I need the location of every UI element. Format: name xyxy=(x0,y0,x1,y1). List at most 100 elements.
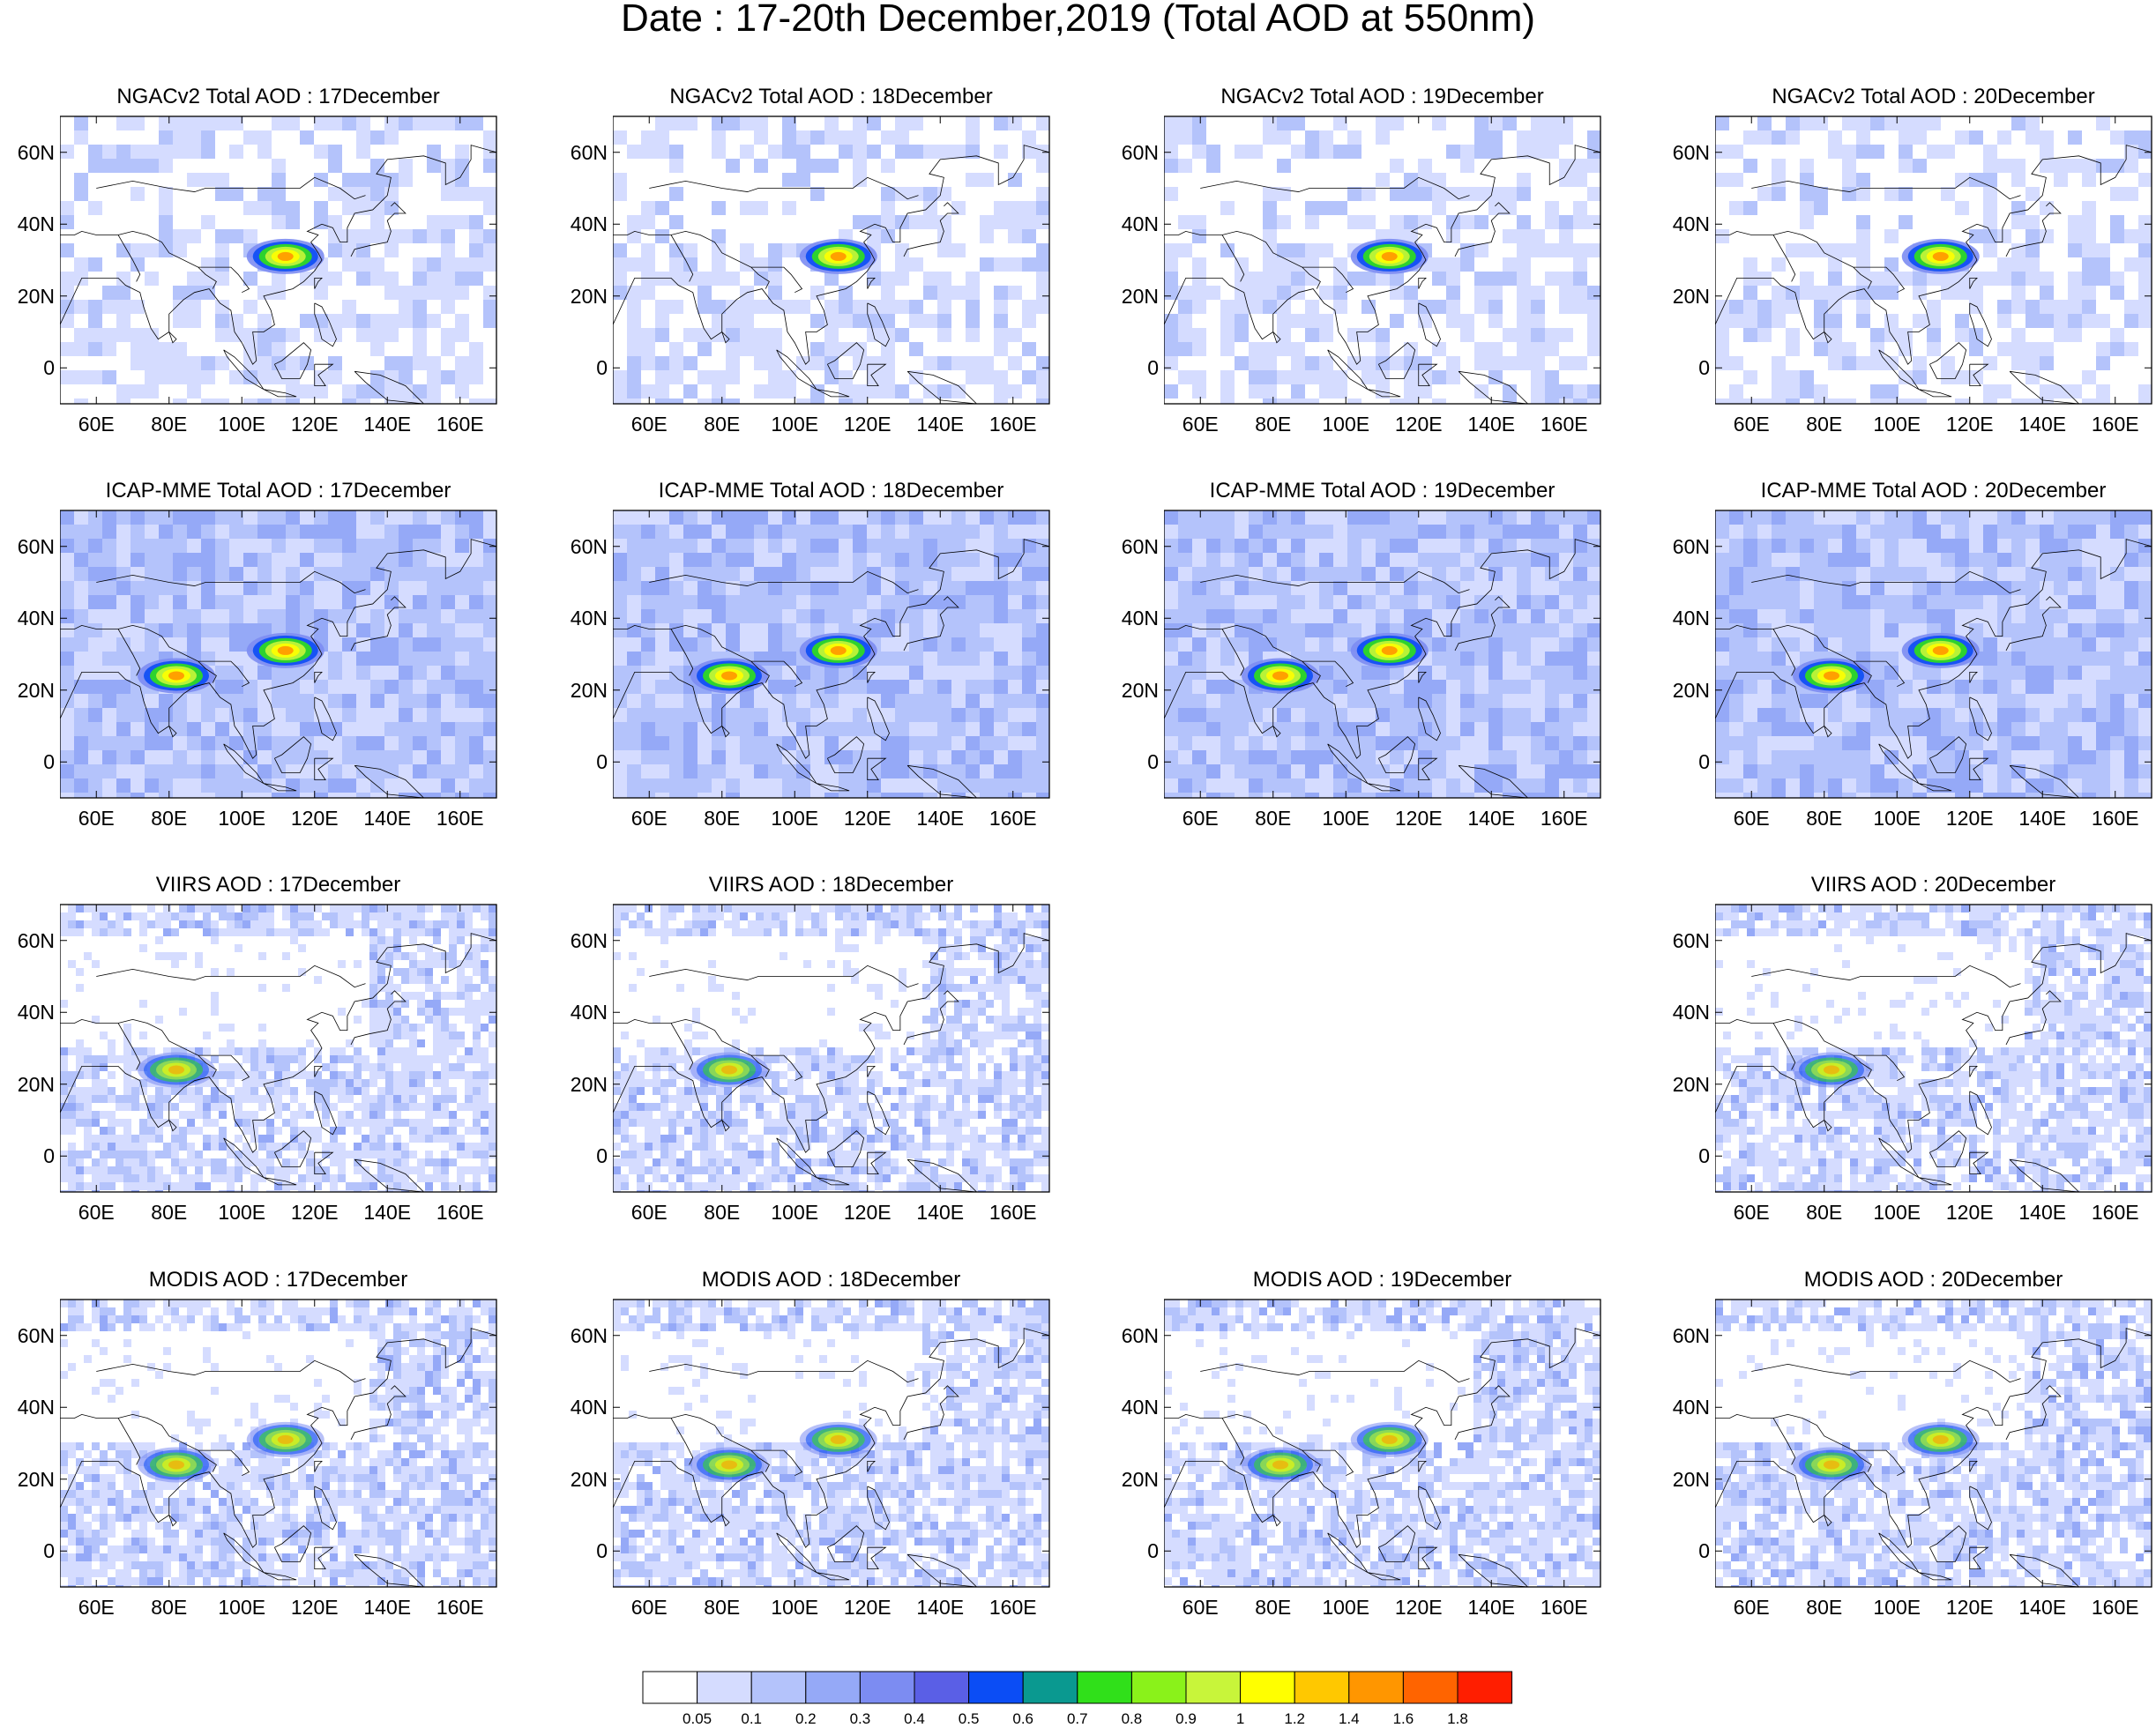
lon-tick-label: 160E xyxy=(1529,413,1600,436)
aod-map xyxy=(613,78,1063,413)
aod-map xyxy=(60,866,510,1201)
lon-tick-label: 100E xyxy=(759,807,830,830)
colorbar-label: 0.8 xyxy=(1109,1710,1153,1728)
lon-tick-label: 80E xyxy=(1238,807,1309,830)
lon-tick-label: 100E xyxy=(759,1201,830,1225)
lon-tick-label: 100E xyxy=(1861,413,1932,436)
colorbar-label: 1.4 xyxy=(1327,1710,1371,1728)
lon-tick-label: 60E xyxy=(61,1596,131,1620)
lat-tick-label: 20N xyxy=(565,285,608,309)
lon-tick-label: 160E xyxy=(2080,1596,2151,1620)
lat-tick-label: 40N xyxy=(12,1001,55,1024)
colorbar-label: 0.1 xyxy=(729,1710,773,1728)
lon-tick-label: 60E xyxy=(61,807,131,830)
aod-map xyxy=(1715,866,2156,1201)
lon-tick-label: 160E xyxy=(425,1596,496,1620)
lon-tick-label: 120E xyxy=(1384,807,1454,830)
lon-tick-label: 160E xyxy=(978,1596,1048,1620)
colorbar-swatch xyxy=(860,1672,914,1703)
lon-tick-label: 120E xyxy=(280,413,350,436)
aod-hotspots xyxy=(138,1052,215,1087)
lon-tick-label: 140E xyxy=(905,1596,975,1620)
colorbar-swatch xyxy=(698,1672,752,1703)
lat-tick-label: 60N xyxy=(12,535,55,559)
lon-tick-label: 140E xyxy=(352,807,422,830)
aod-field xyxy=(613,905,1049,1192)
lat-tick-label: 0 xyxy=(565,750,608,774)
lon-tick-label: 120E xyxy=(832,807,903,830)
lat-tick-label: 60N xyxy=(12,1324,55,1348)
colorbar-swatch xyxy=(914,1672,969,1703)
lon-tick-label: 60E xyxy=(1716,807,1787,830)
lat-tick-label: 40N xyxy=(565,1396,608,1419)
lon-tick-label: 160E xyxy=(425,807,496,830)
lon-tick-label: 120E xyxy=(832,1596,903,1620)
lon-tick-label: 160E xyxy=(978,1201,1048,1225)
lat-tick-label: 40N xyxy=(1667,1001,1710,1024)
lon-tick-label: 80E xyxy=(687,807,757,830)
lat-tick-label: 40N xyxy=(1116,1396,1159,1419)
colorbar-label: 1.8 xyxy=(1436,1710,1480,1728)
lon-tick-label: 80E xyxy=(134,807,205,830)
lon-tick-label: 160E xyxy=(2080,413,2151,436)
aod-map xyxy=(1164,472,1614,807)
lat-tick-label: 0 xyxy=(565,1144,608,1168)
lon-tick-label: 100E xyxy=(1310,1596,1381,1620)
lon-tick-label: 160E xyxy=(2080,1201,2151,1225)
lon-tick-label: 100E xyxy=(1310,413,1381,436)
colorbar-swatch xyxy=(1023,1672,1078,1703)
colorbar-label: 0.2 xyxy=(784,1710,828,1728)
lon-tick-label: 60E xyxy=(1716,1596,1787,1620)
aod-map xyxy=(60,472,510,807)
lat-tick-label: 40N xyxy=(1667,212,1710,236)
lat-tick-label: 20N xyxy=(12,1073,55,1097)
lon-tick-label: 100E xyxy=(1861,807,1932,830)
lat-tick-label: 40N xyxy=(12,212,55,236)
lat-tick-label: 0 xyxy=(1667,1144,1710,1168)
lon-tick-label: 80E xyxy=(1238,413,1309,436)
lat-tick-label: 60N xyxy=(565,929,608,953)
colorbar-swatch xyxy=(1294,1672,1349,1703)
lon-tick-label: 160E xyxy=(1529,1596,1600,1620)
lat-tick-label: 60N xyxy=(1116,535,1159,559)
lon-tick-label: 80E xyxy=(1789,1596,1860,1620)
aod-map xyxy=(1164,78,1614,413)
lon-tick-label: 60E xyxy=(1716,1201,1787,1225)
lat-tick-label: 40N xyxy=(1667,607,1710,630)
aod-map xyxy=(1164,1261,1614,1596)
aod-hotspots xyxy=(1793,1052,1870,1087)
lat-tick-label: 0 xyxy=(12,750,55,774)
lon-tick-label: 80E xyxy=(134,413,205,436)
aod-map xyxy=(613,472,1063,807)
lon-tick-label: 60E xyxy=(61,1201,131,1225)
lon-tick-label: 140E xyxy=(905,1201,975,1225)
lon-tick-label: 120E xyxy=(1935,1201,2005,1225)
lon-tick-label: 140E xyxy=(905,807,975,830)
lon-tick-label: 60E xyxy=(614,413,684,436)
lat-tick-label: 20N xyxy=(1667,285,1710,309)
lon-tick-label: 160E xyxy=(425,1201,496,1225)
aod-map xyxy=(60,78,510,413)
lat-tick-label: 0 xyxy=(1667,356,1710,380)
lat-tick-label: 20N xyxy=(1667,679,1710,703)
lat-tick-label: 60N xyxy=(1116,141,1159,165)
colorbar-swatch xyxy=(1186,1672,1241,1703)
lat-tick-label: 40N xyxy=(12,607,55,630)
lon-tick-label: 140E xyxy=(1456,1596,1526,1620)
lat-tick-label: 60N xyxy=(1667,535,1710,559)
aod-map xyxy=(60,1261,510,1596)
lat-tick-label: 0 xyxy=(1667,1539,1710,1563)
lat-tick-label: 0 xyxy=(12,1144,55,1168)
lon-tick-label: 100E xyxy=(1861,1201,1932,1225)
colorbar-label: 0.9 xyxy=(1164,1710,1208,1728)
colorbar-swatch xyxy=(643,1672,698,1703)
lon-tick-label: 60E xyxy=(614,1596,684,1620)
lat-tick-label: 0 xyxy=(1116,750,1159,774)
